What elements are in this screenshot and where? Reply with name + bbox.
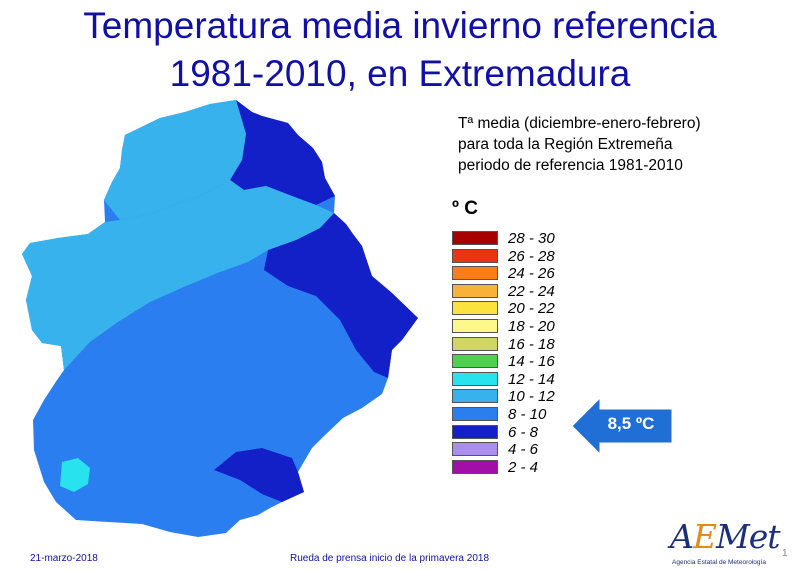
legend-label: 2 - 4 <box>508 458 539 476</box>
left-arrow-icon <box>571 396 673 456</box>
legend-swatch <box>452 336 498 351</box>
mean-temperature-value: 8,5 ºC <box>607 414 655 433</box>
legend-label: 20 - 22 <box>508 300 555 318</box>
legend-swatch <box>452 248 498 263</box>
legend-swatch <box>452 231 498 245</box>
legend-label: 14 - 16 <box>508 353 555 371</box>
footer-date: 21-marzo-2018 <box>30 553 98 564</box>
legend-label: 8 - 10 <box>508 405 547 423</box>
title-line-1: Temperatura media invierno referencia <box>83 5 717 46</box>
legend-label: 4 - 6 <box>508 441 539 459</box>
footer-event: Rueda de prensa inicio de la primavera 2… <box>290 553 490 564</box>
region-warm-southwest <box>60 458 90 492</box>
legend-label: 10 - 12 <box>508 388 555 406</box>
legend-label: 28 - 30 <box>508 230 555 247</box>
legend-label: 24 - 26 <box>508 265 555 283</box>
description-line-1: Tª media (diciembre-enero-febrero) <box>458 115 701 132</box>
legend-swatch <box>452 266 498 281</box>
logo-subtitle: Agencia Estatal de Meteorología <box>672 559 766 566</box>
legend-label: 16 - 18 <box>508 335 555 353</box>
map-description: Tª media (diciembre-enero-febrero) para … <box>458 113 701 176</box>
legend-label: 22 - 24 <box>508 282 555 300</box>
legend-label: 12 - 14 <box>508 370 555 388</box>
region-mild-northwest <box>104 100 246 220</box>
legend-swatch <box>452 442 498 457</box>
logo-wordmark: AEMet <box>670 517 781 556</box>
legend-label: 6 - 8 <box>508 423 539 441</box>
description-line-3: periodo de referencia 1981-2010 <box>458 157 683 174</box>
legend-swatch <box>452 459 498 474</box>
legend-swatch <box>452 354 498 369</box>
legend-swatch <box>452 406 498 421</box>
legend-swatch <box>452 389 498 404</box>
region-cold-northeast <box>230 100 335 205</box>
description-line-2: para toda la Región Extremeña <box>458 136 673 153</box>
region-mild-west <box>22 180 334 370</box>
legend-swatch <box>452 318 498 333</box>
region-cold-south <box>214 448 304 502</box>
legend-unit: º C <box>452 198 478 219</box>
extremadura-temperature-map <box>22 100 418 537</box>
aemet-logo: AEMet Agencia Estatal de Meteorología <box>668 518 781 570</box>
legend-label: 26 - 28 <box>508 247 555 265</box>
legend-swatch <box>452 301 498 316</box>
title-line-2: 1981-2010, en Extremadura <box>169 53 631 94</box>
region-cold-east <box>264 213 418 378</box>
page-title: Temperatura media invierno referencia 19… <box>0 2 800 98</box>
legend-swatch <box>452 283 498 298</box>
corner-mark: 1 <box>782 548 788 559</box>
legend-swatch <box>452 424 498 439</box>
legend-label: 18 - 20 <box>508 317 555 335</box>
legend-swatch <box>452 371 498 386</box>
